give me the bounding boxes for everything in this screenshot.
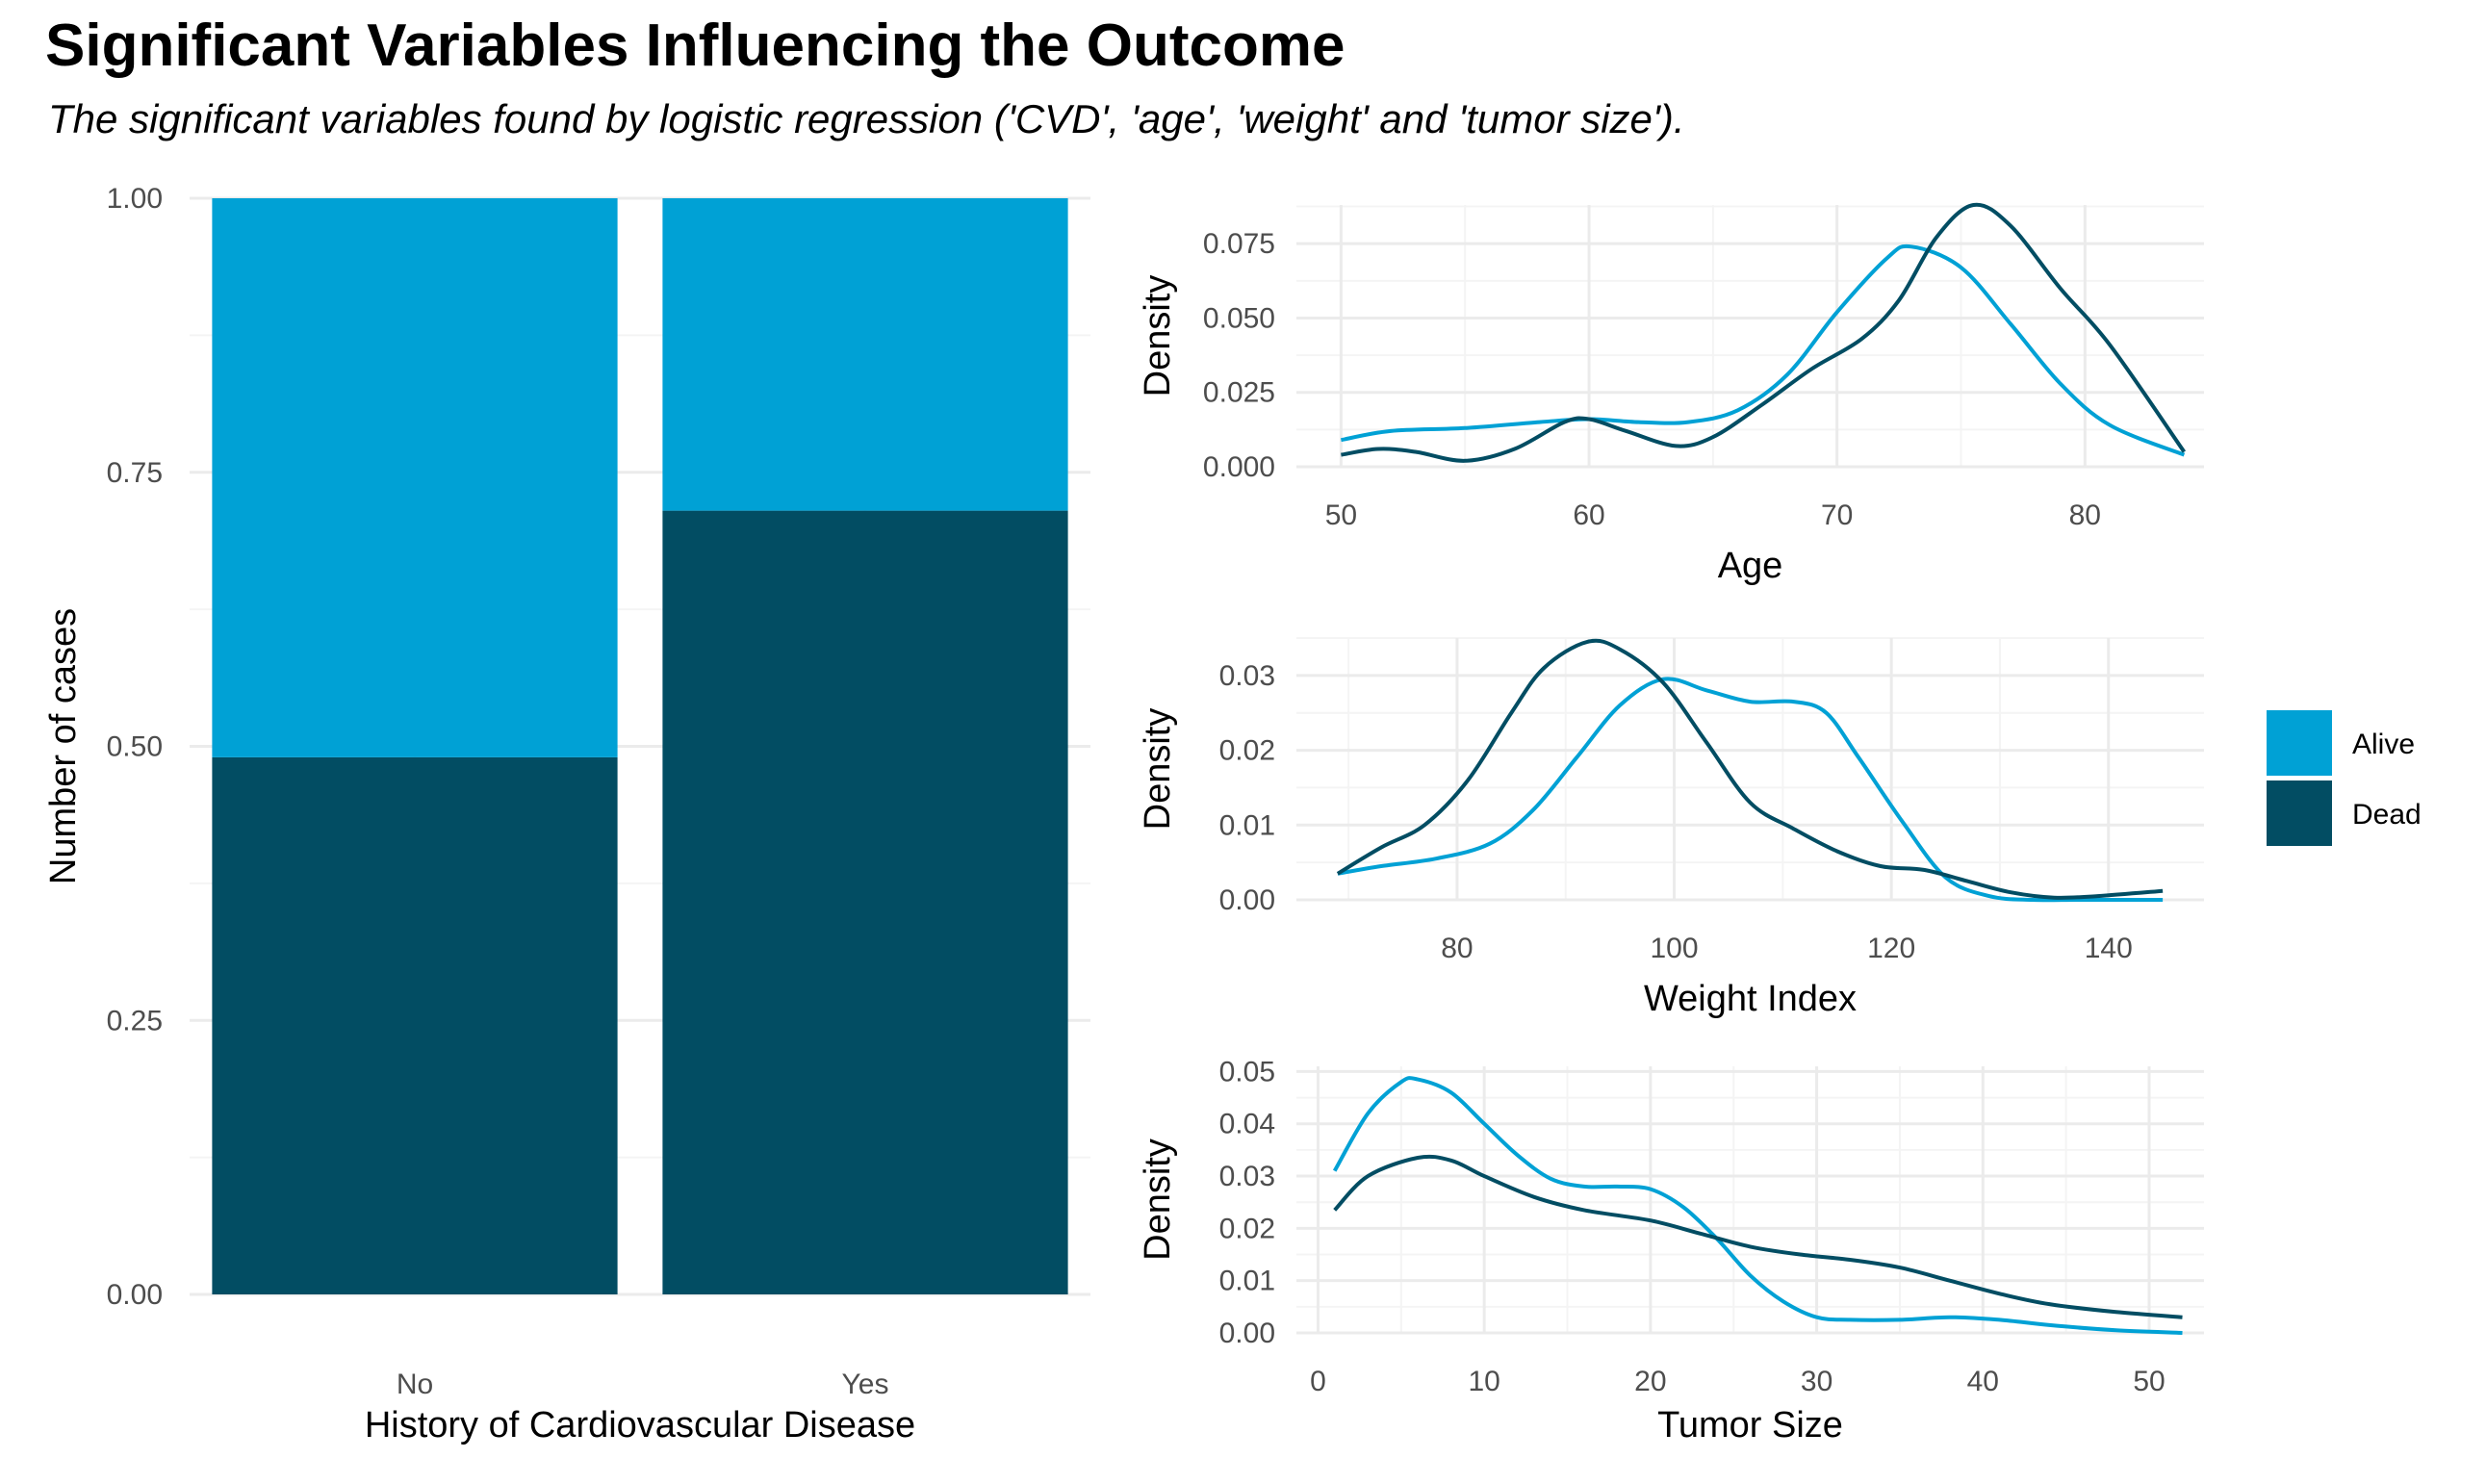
y-axis-title: Number of cases (43, 608, 84, 884)
panel-4: 0 10 20 30 40 50 0.00 0.01 0.02 0.03 0.04 0.05 Tumor… (1138, 1056, 2204, 1446)
density-line-dead (1333, 1154, 2183, 1319)
y-tick-label: 0.75 (107, 457, 163, 489)
legend-key-dead (2267, 780, 2332, 846)
x-tick-label: Yes (842, 1369, 889, 1400)
figure-title: Significant Variables Influencing the Ou… (45, 13, 1346, 79)
y-tick-label: 0.01 (1219, 809, 1275, 841)
x-tick-label: 40 (1967, 1366, 1999, 1397)
y-tick-label: 0.03 (1219, 1161, 1275, 1192)
y-axis-title: Density (1138, 1139, 1178, 1261)
x-tick-label: 30 (1801, 1366, 1832, 1397)
y-tick-label: 0.02 (1219, 735, 1275, 767)
x-tick-label: 50 (1325, 499, 1357, 531)
chart-panels: 0.00 0.25 0.50 0.75 1.00 No Yes History of Card… (43, 183, 2204, 1446)
y-tick-label: 0.025 (1203, 377, 1275, 409)
x-axis-title: History of Cardiovascular Disease (365, 1405, 915, 1446)
panel-2: 50 60 70 80 0.000 0.025 0.050 0.075 Age Density (1138, 202, 2204, 586)
panel-1: 0.00 0.25 0.50 0.75 1.00 No Yes History of Card… (43, 183, 1090, 1446)
x-tick-label: 0 (1310, 1366, 1326, 1397)
x-axis-title: Tumor Size (1657, 1405, 1843, 1446)
y-tick-label: 0.02 (1219, 1213, 1275, 1244)
y-tick-label: 0.000 (1203, 451, 1275, 483)
x-tick-label: 10 (1468, 1366, 1499, 1397)
x-tick-label: 20 (1634, 1366, 1666, 1397)
density-line-alive (1337, 677, 2164, 903)
density-line-alive (1341, 243, 2186, 457)
x-tick-label: 50 (2133, 1366, 2165, 1397)
x-axis-title: Age (1718, 546, 1783, 586)
density-line-dead (1341, 202, 2187, 463)
y-tick-label: 0.00 (107, 1279, 163, 1311)
y-tick-label: 0.05 (1219, 1056, 1275, 1087)
density-line-dead (1336, 638, 2164, 900)
panel-3: 80 100 120 140 0.00 0.01 0.02 0.03 Weight Index D… (1138, 637, 2204, 1019)
x-tick-label: 60 (1573, 499, 1604, 531)
x-tick-label: 140 (2085, 933, 2133, 964)
legend-key-alive (2267, 710, 2332, 776)
bar-dead-yes (662, 510, 1068, 1294)
x-tick-label: 100 (1651, 933, 1699, 964)
bar-dead-no (212, 756, 618, 1294)
figure-subtitle: The significant variables found by logis… (48, 96, 1685, 141)
y-tick-label: 0.00 (1219, 884, 1275, 916)
legend-label-dead: Dead (2352, 799, 2422, 831)
y-tick-label: 0.25 (107, 1005, 163, 1036)
y-tick-label: 1.00 (107, 183, 163, 215)
legend: Alive Dead (2267, 710, 2422, 846)
x-tick-label: No (397, 1369, 433, 1400)
y-axis-title: Density (1138, 275, 1178, 397)
x-tick-label: 120 (1867, 933, 1915, 964)
y-tick-label: 0.03 (1219, 660, 1275, 692)
y-tick-label: 0.00 (1219, 1318, 1275, 1349)
x-tick-label: 80 (2069, 499, 2101, 531)
density-line-alive (1332, 1076, 2183, 1335)
y-tick-label: 0.01 (1219, 1266, 1275, 1297)
bar-alive-yes (662, 198, 1068, 511)
legend-label-alive: Alive (2352, 729, 2415, 760)
y-tick-label: 0.04 (1219, 1109, 1275, 1140)
y-tick-label: 0.50 (107, 731, 163, 763)
x-tick-label: 80 (1441, 933, 1473, 964)
x-axis-title: Weight Index (1644, 979, 1857, 1019)
bar-alive-no (212, 198, 618, 757)
y-tick-label: 0.050 (1203, 302, 1275, 334)
y-tick-label: 0.075 (1203, 228, 1275, 260)
x-tick-label: 70 (1821, 499, 1853, 531)
y-axis-title: Density (1138, 708, 1178, 831)
